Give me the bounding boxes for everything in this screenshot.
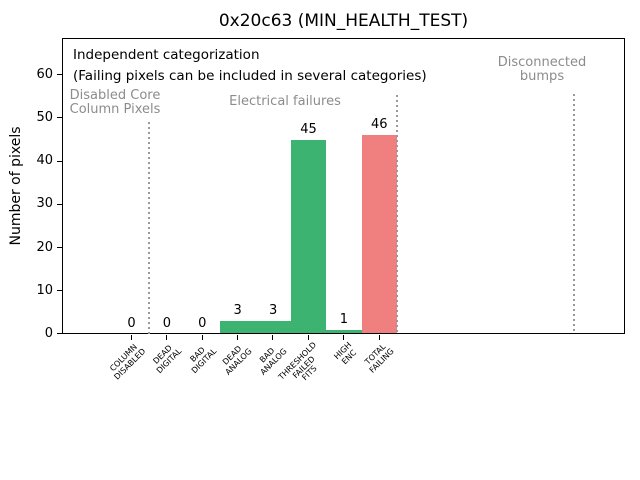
- y-tick-label: 60: [36, 66, 53, 82]
- x-tick-mark: [378, 335, 380, 340]
- x-tick-label-text: TOTAL FAILING: [362, 342, 396, 375]
- y-tick-label: 10: [36, 282, 53, 298]
- annotation-note: Independent categorization (Failing pixe…: [73, 47, 427, 84]
- bar-value-label: 3: [268, 303, 278, 319]
- section-label: Electrical failures: [229, 94, 341, 109]
- x-tick-mark: [166, 335, 168, 340]
- bar-value-label: 3: [233, 303, 242, 319]
- x-tick-mark: [343, 335, 345, 340]
- y-tick-mark: [56, 203, 62, 205]
- x-tick-label: TOTAL FAILING: [163, 341, 395, 375]
- y-axis-label: Number of pixels: [8, 126, 24, 246]
- bar-value-label: 45: [300, 121, 317, 137]
- bar: [290, 139, 327, 334]
- x-tick-mark: [307, 335, 309, 340]
- bar: [255, 321, 291, 334]
- bar-value-label: 0: [127, 316, 136, 331]
- bar-value-label: 0: [162, 316, 172, 331]
- x-tick-mark: [272, 335, 274, 340]
- bar-value-label: 1: [339, 311, 349, 327]
- y-tick-label: 0: [44, 326, 53, 341]
- section-separator: [396, 95, 398, 334]
- section-separator: [573, 94, 575, 334]
- y-tick-label: 50: [36, 110, 53, 126]
- y-tick-mark: [56, 117, 62, 119]
- y-tick-label: 20: [36, 239, 53, 255]
- y-tick-mark: [56, 333, 62, 335]
- y-tick-mark: [56, 74, 62, 76]
- bar-value-label: 46: [371, 117, 388, 133]
- chart-title: 0x20c63 (MIN_HEALTH_TEST): [218, 11, 469, 31]
- section-label: Disabled Core Column Pixels: [69, 88, 161, 117]
- plot-area: [62, 38, 625, 334]
- bar: [326, 329, 362, 334]
- section-separator: [148, 122, 151, 334]
- y-tick-mark: [56, 290, 62, 292]
- bar-value-label: 0: [198, 316, 207, 331]
- bar: [361, 135, 397, 334]
- x-tick-mark: [237, 335, 238, 340]
- y-tick-mark: [56, 160, 62, 162]
- y-tick-label: 30: [36, 196, 53, 212]
- y-tick-mark: [56, 246, 62, 248]
- x-tick-mark: [201, 335, 203, 340]
- x-tick-mark: [130, 335, 132, 340]
- y-tick-label: 40: [36, 153, 53, 169]
- bar: [220, 321, 256, 334]
- section-label: Disconnected bumps: [497, 55, 587, 84]
